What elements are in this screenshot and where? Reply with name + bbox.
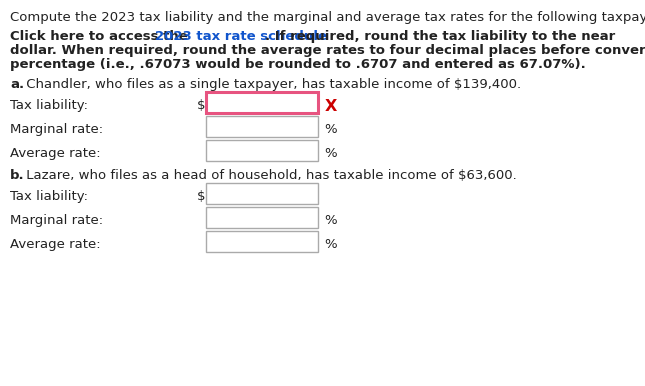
FancyBboxPatch shape: [206, 207, 318, 228]
Text: X: X: [325, 99, 337, 114]
Text: a.: a.: [10, 78, 24, 91]
Text: percentage (i.e., .67073 would be rounded to .6707 and entered as 67.07%).: percentage (i.e., .67073 would be rounde…: [10, 58, 586, 71]
Text: Marginal rate:: Marginal rate:: [10, 214, 103, 227]
Text: %: %: [324, 238, 337, 251]
Text: Tax liability:: Tax liability:: [10, 190, 88, 203]
Text: Marginal rate:: Marginal rate:: [10, 123, 103, 136]
Text: %: %: [324, 214, 337, 227]
FancyBboxPatch shape: [206, 140, 318, 161]
Text: b.: b.: [10, 169, 25, 182]
Text: Lazare, who files as a head of household, has taxable income of $63,600.: Lazare, who files as a head of household…: [22, 169, 517, 182]
Text: Tax liability:: Tax liability:: [10, 99, 88, 112]
FancyBboxPatch shape: [206, 183, 318, 204]
Text: %: %: [324, 147, 337, 160]
Text: Average rate:: Average rate:: [10, 147, 101, 160]
Text: Average rate:: Average rate:: [10, 238, 101, 251]
Text: 2023 tax rate schedule: 2023 tax rate schedule: [155, 30, 327, 43]
FancyBboxPatch shape: [206, 92, 318, 113]
Text: $: $: [197, 190, 206, 203]
Text: dollar. When required, round the average rates to four decimal places before con: dollar. When required, round the average…: [10, 44, 645, 57]
Text: %: %: [324, 123, 337, 136]
Text: Click here to access the: Click here to access the: [10, 30, 192, 43]
Text: Chandler, who files as a single taxpayer, has taxable income of $139,400.: Chandler, who files as a single taxpayer…: [22, 78, 521, 91]
FancyBboxPatch shape: [206, 231, 318, 252]
FancyBboxPatch shape: [206, 116, 318, 137]
Text: Compute the 2023 tax liability and the marginal and average tax rates for the fo: Compute the 2023 tax liability and the m…: [10, 11, 645, 24]
Text: $: $: [197, 99, 206, 112]
Text: . If required, round the tax liability to the near: . If required, round the tax liability t…: [265, 30, 615, 43]
